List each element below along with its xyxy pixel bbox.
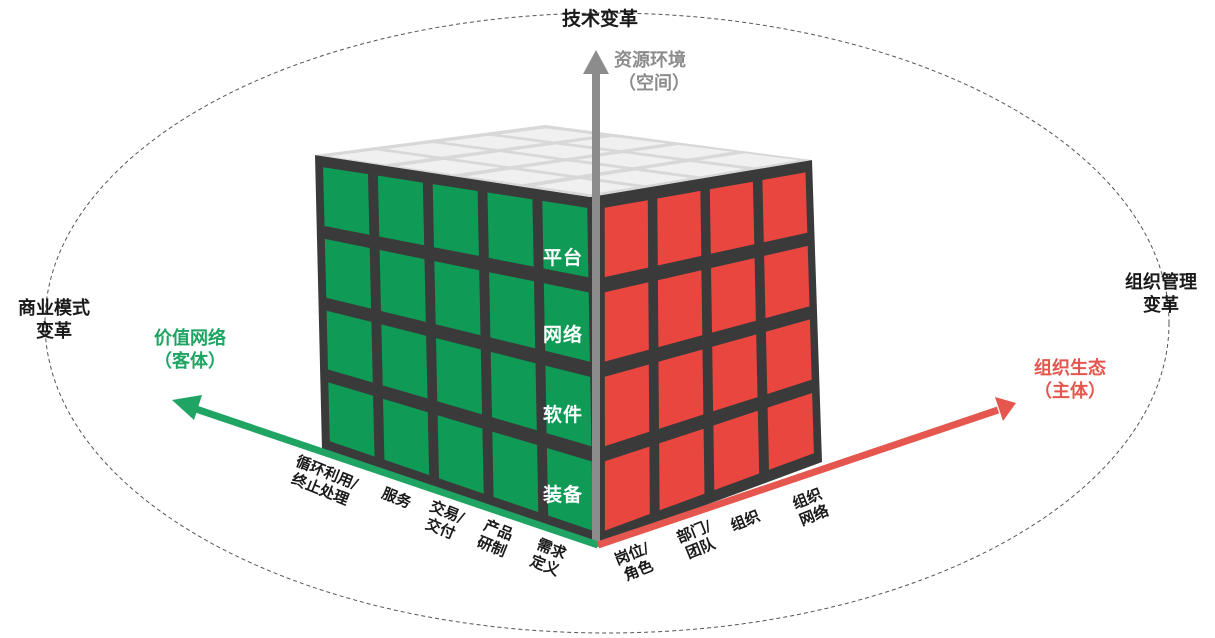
red-sticker: [764, 245, 810, 319]
cube-red-face: [604, 172, 814, 531]
top-sticker: [699, 153, 800, 168]
green-sticker: [546, 448, 593, 531]
top-label-tech-change: 技术变革: [561, 8, 638, 30]
top-sticker: [499, 128, 601, 142]
green-sticker: [324, 238, 372, 309]
green-sticker: [377, 175, 425, 246]
green-sticker: [383, 398, 430, 475]
red-sticker: [604, 364, 650, 447]
top-sticker: [632, 145, 733, 159]
red-sticker: [604, 446, 650, 531]
top-sticker: [577, 153, 678, 168]
green-sticker: [436, 338, 483, 415]
green-sticker: [492, 431, 539, 513]
top-sticker: [534, 179, 636, 195]
green-sticker: [545, 365, 592, 447]
green-sticker: [328, 382, 375, 457]
outer-boundary-ellipse: [44, 12, 1170, 634]
axis-resource-environment: [583, 50, 609, 547]
top-sticker: [442, 135, 544, 150]
red-sticker: [658, 349, 704, 429]
green-sticker: [432, 184, 479, 256]
green-sticker: [487, 192, 534, 267]
red-sticker: [713, 410, 760, 491]
cube-layer-network: 网络: [543, 324, 584, 346]
red-sticker: [762, 172, 808, 243]
top-sticker: [589, 170, 690, 186]
left-label-business-model-change: 商业模式 变革: [18, 298, 90, 342]
cube-layer-software: 软件: [543, 404, 584, 426]
cube-layer-platform: 平台: [543, 247, 584, 269]
red-sticker: [712, 334, 758, 412]
axis-label-resource-environment: 资源环境 （空间）: [614, 50, 690, 94]
red-sticker: [604, 200, 649, 278]
green-sticker: [323, 167, 370, 235]
green-sticker: [543, 283, 590, 362]
red-sticker: [767, 393, 814, 470]
top-sticker: [466, 169, 568, 185]
top-sticker: [329, 150, 432, 165]
top-sticker: [644, 161, 745, 177]
top-sticker: [510, 144, 611, 159]
green-sticker: [326, 310, 373, 383]
red-sticker: [709, 181, 755, 254]
red-sticker: [657, 270, 703, 348]
green-sticker: [379, 250, 426, 322]
axis-label-organization-ecosystem: 组织生态 （主体）: [1034, 358, 1106, 402]
green-sticker: [381, 324, 428, 399]
green-sticker: [434, 261, 481, 336]
green-sticker: [490, 351, 537, 431]
green-sticker: [542, 200, 589, 278]
red-sticker: [765, 319, 812, 394]
axis-organization-ecosystem: [596, 397, 1016, 549]
cube-green-face: [323, 167, 593, 531]
top-sticker: [397, 159, 500, 175]
cube-layer-equipment: 装备: [543, 484, 584, 506]
green-sticker: [437, 415, 484, 494]
red-sticker: [657, 190, 702, 266]
green-sticker: [489, 272, 536, 349]
red-sticker: [604, 282, 649, 362]
red-sticker: [659, 428, 705, 511]
red-sticker: [711, 258, 756, 333]
axis-label-value-network: 价值网络 （客体）: [154, 328, 226, 372]
right-label-org-management-change: 组织管理 变革: [1125, 272, 1197, 316]
top-sticker: [566, 136, 667, 151]
cube-top-face: [315, 125, 812, 197]
top-sticker: [453, 152, 556, 167]
axis-value-network: [172, 395, 600, 549]
top-sticker: [386, 143, 488, 157]
